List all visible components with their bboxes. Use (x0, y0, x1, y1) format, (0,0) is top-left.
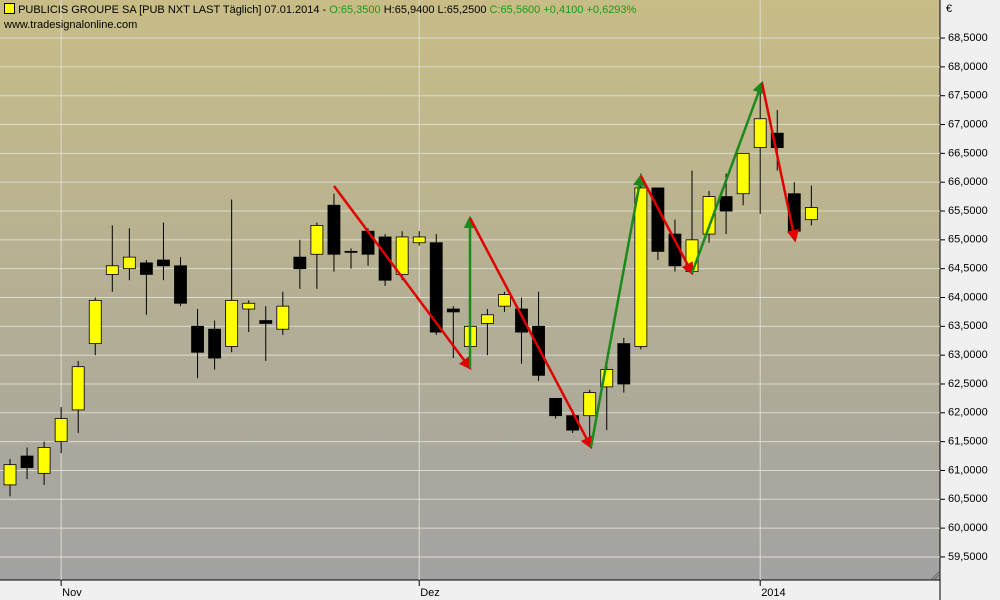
y-tick-label: 64,0000 (948, 291, 988, 303)
y-tick-label: 60,5000 (948, 493, 988, 505)
y-axis-panel (940, 0, 1000, 600)
y-tick-label: 62,5000 (948, 378, 988, 390)
candle-body (122, 256, 136, 270)
candle-body (651, 187, 665, 252)
y-tick-label: 60,0000 (948, 522, 988, 534)
candle-body (54, 418, 68, 443)
candle-body (480, 314, 494, 324)
y-tick-label: 59,5000 (948, 551, 988, 563)
candle-body (395, 236, 409, 275)
header: PUBLICIS GROUPE SA [PUB NXT LAST Täglich… (4, 3, 636, 16)
arrow (639, 175, 694, 276)
y-tick-label: 63,5000 (948, 320, 988, 332)
candle-body (259, 320, 273, 324)
candle-body (276, 305, 290, 330)
candle-body (327, 204, 341, 255)
candle-body (157, 259, 170, 267)
candle-body (515, 308, 528, 333)
ohlc-low: L:65,2500 (437, 4, 487, 16)
candle-body (344, 250, 358, 253)
trend-arrows (332, 80, 800, 450)
ohlc-close: C:65,5600 +0,4100 +0,6293% (489, 4, 637, 16)
y-tick-label: 63,0000 (948, 349, 988, 361)
candle-body (412, 236, 426, 244)
resize-grip (931, 571, 940, 580)
x-tick-label: Dez (420, 587, 440, 599)
candle-body (634, 187, 648, 347)
candle-body (549, 397, 562, 417)
candle-body (753, 118, 767, 148)
candle-body (191, 325, 204, 353)
arrow (760, 82, 800, 243)
candle-body (498, 294, 511, 307)
y-tick-label: 68,0000 (948, 61, 988, 73)
y-tick-label: 61,5000 (948, 436, 988, 448)
candle-body (583, 392, 597, 417)
candle-body (702, 196, 716, 235)
candle-body (88, 299, 102, 345)
y-tick-label: 64,5000 (948, 263, 988, 275)
candle-body (208, 328, 222, 359)
arrow (589, 173, 646, 448)
y-tick-label: 65,0000 (948, 234, 988, 246)
y-tick-label: 67,5000 (948, 90, 988, 102)
x-tick-label: 2014 (761, 587, 785, 599)
candle-body (378, 236, 392, 281)
candle-body (174, 265, 187, 304)
title: PUBLICIS GROUPE SA [PUB NXT LAST Täglich… (18, 4, 327, 16)
icon (4, 3, 15, 14)
candle-body (361, 230, 375, 255)
y-tick-label: 67,0000 (948, 118, 988, 130)
y-tick-label: 68,5000 (948, 32, 988, 44)
candle-body (429, 242, 443, 333)
candle-body (225, 299, 239, 347)
ohlc-open: O:65,3500 (329, 4, 381, 16)
candle-body (105, 265, 119, 275)
candle-body (139, 262, 153, 275)
y-tick-label: 65,5000 (948, 205, 988, 217)
y-tick-label: 66,0000 (948, 176, 988, 188)
x-tick-label: Nov (62, 587, 82, 599)
x-axis-panel (0, 580, 940, 600)
ohlc-high: H:65,9400 (383, 4, 435, 16)
candle-body (736, 152, 750, 195)
candle-body (804, 207, 818, 221)
y-tick-label: 62,0000 (948, 407, 988, 419)
candle-body (20, 455, 34, 468)
candle-body (37, 446, 51, 474)
candles (3, 84, 818, 497)
candle-body (293, 256, 307, 270)
arrow (690, 80, 765, 274)
arrow (468, 217, 593, 450)
candle-body (242, 302, 256, 310)
currency: € (946, 3, 952, 15)
candle-body (310, 225, 324, 255)
candle-body (71, 366, 85, 411)
y-tick-label: 66,5000 (948, 147, 988, 159)
candle-body (719, 196, 733, 212)
arrow (332, 185, 472, 371)
watermark: www.tradesignalonline.com (4, 19, 138, 31)
candle-body (617, 343, 631, 385)
candle-body (3, 464, 17, 486)
candle-body (532, 325, 545, 376)
y-tick-label: 61,0000 (948, 464, 988, 476)
candle-body (446, 308, 460, 313)
